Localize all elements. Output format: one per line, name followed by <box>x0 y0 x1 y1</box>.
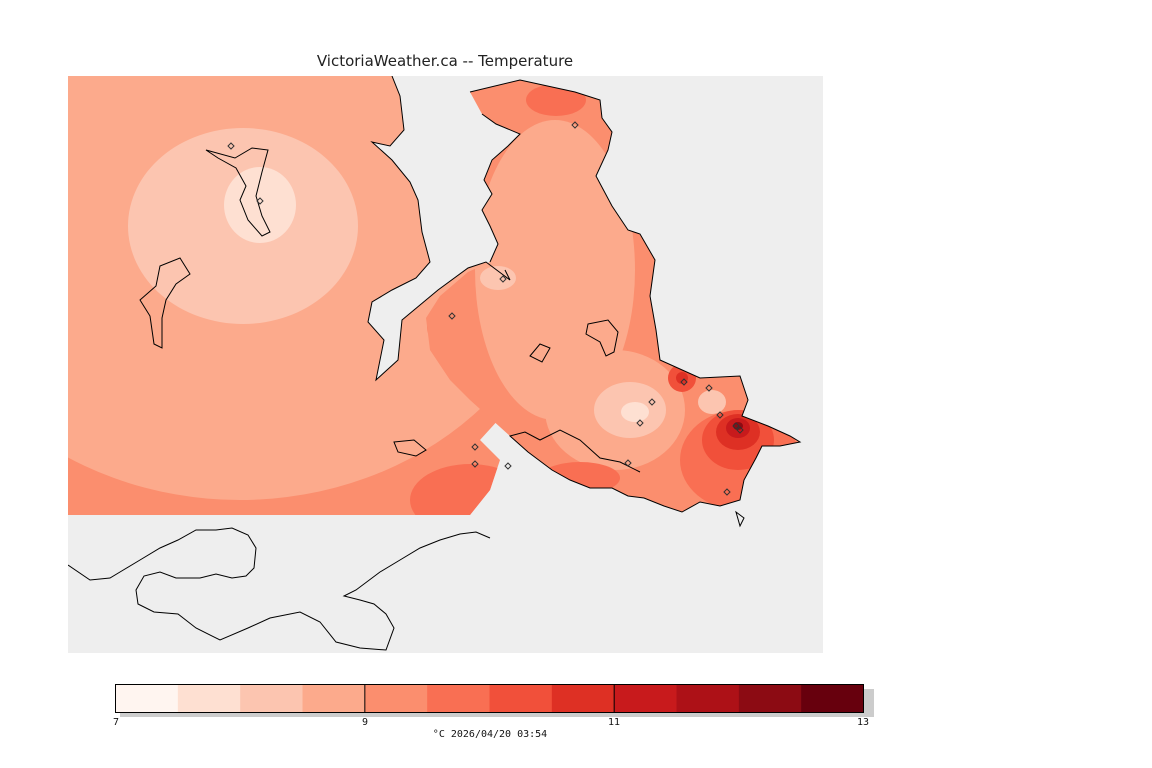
colorbar-tick-label: 9 <box>361 717 369 728</box>
colorbar-cell <box>614 684 677 713</box>
colorbar-cell <box>177 684 241 713</box>
station-marker <box>624 459 632 467</box>
station-marker <box>448 312 456 320</box>
colorbar-caption: °C 2026/04/20 03:54 <box>432 729 548 740</box>
coastline-west <box>367 76 511 382</box>
station-markers <box>227 121 744 496</box>
lake-cowichan <box>205 147 271 237</box>
station-marker <box>680 378 688 386</box>
station-marker <box>471 460 479 468</box>
station-marker <box>471 443 479 451</box>
station-marker <box>705 384 713 392</box>
colorbar-cell <box>676 684 740 713</box>
colorbar-cell <box>489 684 553 713</box>
map-plot-area <box>68 76 823 653</box>
colorbar-tick-label: 11 <box>607 717 621 728</box>
station-marker <box>504 462 512 470</box>
colorbar-cells <box>115 684 864 713</box>
station-marker <box>499 275 507 283</box>
station-marker <box>732 422 740 430</box>
colorbar-cell <box>738 684 802 713</box>
lake-shawnigan <box>139 257 191 349</box>
islet-coal <box>393 439 427 457</box>
colorbar-cell <box>115 684 179 713</box>
station-marker <box>716 411 724 419</box>
station-marker <box>636 419 644 427</box>
station-marker <box>723 488 731 496</box>
colorbar-cell <box>427 684 490 713</box>
west-temperature-field <box>68 76 570 515</box>
colorbar-cell <box>364 684 428 713</box>
colorbar-ticks <box>364 684 615 713</box>
colorbar <box>115 684 874 717</box>
coastline-saanich-inlet <box>481 113 521 263</box>
colorbar-tick-label: 13 <box>856 717 870 728</box>
map-title: VictoriaWeather.ca -- Temperature <box>316 52 574 70</box>
coastlines <box>68 76 802 651</box>
station-marker <box>256 197 264 205</box>
colorbar-cell <box>302 684 366 713</box>
islet-trial <box>735 510 745 528</box>
colorbar-cell <box>240 684 303 713</box>
station-marker <box>736 426 744 434</box>
colorbar-cell <box>801 684 864 713</box>
colorbar-frame <box>115 684 864 713</box>
colorbar-tick-label: 7 <box>112 717 120 728</box>
colorbar-cell <box>551 684 615 713</box>
islet-james <box>529 343 551 363</box>
lake-elk <box>585 319 619 357</box>
station-marker <box>571 121 579 129</box>
coastline-olympic <box>68 527 491 651</box>
station-marker <box>648 398 656 406</box>
station-marker <box>227 142 235 150</box>
coastline-east <box>469 79 802 513</box>
